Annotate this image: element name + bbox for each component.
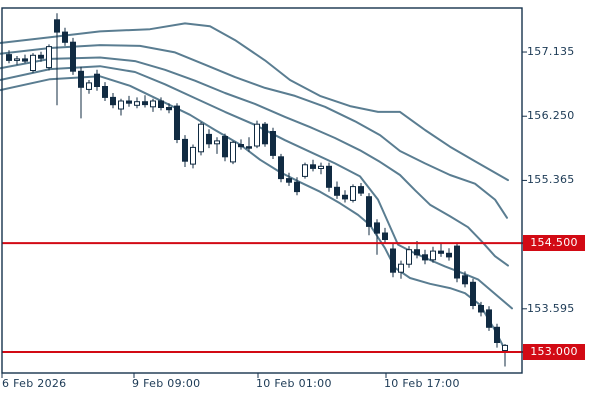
candle-body bbox=[478, 305, 484, 313]
candle-body bbox=[198, 123, 204, 153]
candle-body bbox=[126, 100, 132, 104]
candle-body bbox=[326, 165, 332, 188]
candle-body bbox=[22, 58, 28, 62]
candle-body bbox=[190, 146, 196, 165]
candle-body bbox=[14, 58, 20, 61]
candle-body bbox=[86, 82, 92, 90]
candle-body bbox=[230, 141, 236, 163]
candle-body bbox=[438, 250, 444, 254]
candle-body bbox=[398, 263, 404, 273]
candle-body bbox=[6, 54, 12, 61]
candle-body bbox=[382, 232, 388, 240]
candle-body bbox=[30, 54, 36, 71]
candle-body bbox=[78, 70, 84, 88]
candle-body bbox=[494, 326, 500, 343]
candle-body bbox=[182, 138, 188, 162]
candle-body bbox=[222, 136, 228, 158]
candle-body bbox=[206, 133, 212, 145]
candle-body bbox=[134, 101, 140, 106]
candle-body bbox=[174, 105, 180, 140]
candle-body bbox=[166, 107, 172, 111]
candle-body bbox=[214, 140, 220, 145]
candle-body bbox=[158, 100, 164, 108]
y-axis-tick-label: 153.595 bbox=[527, 301, 575, 315]
candle-body bbox=[446, 252, 452, 258]
candle-body bbox=[366, 196, 372, 227]
candle-body bbox=[70, 41, 76, 72]
y-axis-tick-label: 157.135 bbox=[527, 45, 575, 59]
x-axis-tick-label: 10 Feb 17:00 bbox=[384, 377, 460, 390]
candle-body bbox=[430, 250, 436, 261]
candle-body bbox=[286, 178, 292, 183]
band-1-line bbox=[0, 22, 509, 182]
chart-plot-area[interactable] bbox=[2, 8, 522, 373]
y-axis-tick-label: 155.365 bbox=[527, 173, 575, 187]
candle-body bbox=[302, 164, 308, 177]
candle-body bbox=[318, 165, 324, 170]
candle-body bbox=[414, 249, 420, 256]
candle-body bbox=[334, 186, 340, 196]
candle-body bbox=[454, 245, 460, 279]
candle-body bbox=[374, 222, 380, 234]
candle-body bbox=[254, 123, 260, 147]
candle-body bbox=[270, 131, 276, 156]
candle-body bbox=[150, 100, 156, 108]
x-axis-tick-label: 9 Feb 09:00 bbox=[132, 377, 201, 390]
x-axis-tick-label: 10 Feb 01:00 bbox=[256, 377, 332, 390]
band-5-line bbox=[0, 75, 506, 351]
candle-body bbox=[94, 73, 100, 87]
candle-body bbox=[246, 146, 252, 149]
candle-body bbox=[238, 144, 244, 148]
plot-border bbox=[1, 7, 523, 374]
candle-body bbox=[262, 123, 268, 145]
candle-body bbox=[46, 46, 52, 69]
band-3-line bbox=[0, 56, 509, 267]
x-axis-tick-label: 6 Feb 2026 bbox=[2, 377, 67, 390]
candle-body bbox=[470, 281, 476, 306]
candle-body bbox=[310, 164, 316, 169]
candle-body bbox=[118, 100, 124, 110]
candle-body bbox=[350, 186, 356, 201]
candle-body bbox=[102, 86, 108, 98]
price-level-label[interactable]: 153.000 bbox=[523, 343, 585, 360]
band-2-line bbox=[0, 44, 508, 219]
candle-body bbox=[358, 186, 364, 194]
candle-body bbox=[294, 181, 300, 193]
candle-body bbox=[38, 54, 44, 59]
candle-body bbox=[54, 19, 60, 33]
candle-body bbox=[462, 275, 468, 285]
candle-body bbox=[62, 31, 68, 43]
candle-body bbox=[422, 254, 428, 261]
candle-body bbox=[390, 248, 396, 273]
candle-body bbox=[342, 194, 348, 200]
candle-body bbox=[406, 249, 412, 265]
candle-body bbox=[486, 309, 492, 328]
candle-body bbox=[502, 344, 508, 351]
candle-body bbox=[142, 101, 148, 106]
price-level-label[interactable]: 154.500 bbox=[523, 235, 585, 252]
y-axis-tick-label: 156.250 bbox=[527, 109, 575, 123]
candle-body bbox=[110, 96, 116, 106]
candle-body bbox=[278, 156, 284, 180]
